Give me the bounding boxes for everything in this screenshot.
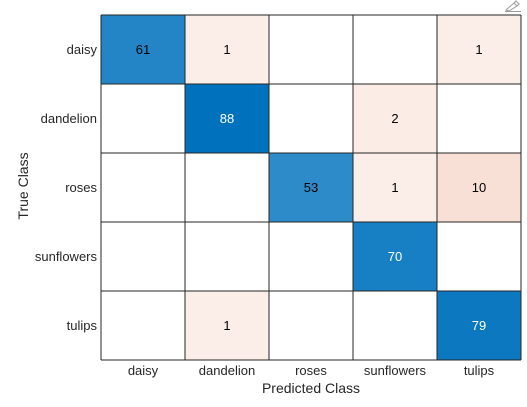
matrix-cell	[437, 291, 521, 360]
matrix-cell	[353, 222, 437, 291]
matrix-cell	[437, 84, 521, 153]
cell-value-label: 1	[223, 42, 230, 57]
cell-value-label: 2	[391, 111, 398, 126]
cell-value-label: 88	[220, 111, 234, 126]
matrix-cell	[353, 291, 437, 360]
cell-value-label: 79	[472, 318, 486, 333]
x-tick-label: dandelion	[199, 363, 255, 378]
matrix-cell	[437, 153, 521, 222]
y-tick-label: daisy	[67, 42, 98, 57]
x-tick-labels: daisy dandelion roses sunflowers tulips	[128, 363, 495, 378]
matrix-cell	[269, 15, 353, 84]
axes-toolbar-icon[interactable]	[504, 0, 522, 12]
matrix-cell	[269, 84, 353, 153]
matrix-cell	[101, 291, 185, 360]
matrix-cell	[269, 153, 353, 222]
matrix-cell	[185, 291, 269, 360]
cell-value-label: 1	[223, 318, 230, 333]
matrix-cell	[269, 222, 353, 291]
matrix-cells: 61 1 1 88 2 53 1 10 70 1 79	[101, 15, 521, 360]
y-tick-label: dandelion	[41, 111, 97, 126]
x-tick-label: sunflowers	[364, 363, 427, 378]
x-tick-label: tulips	[464, 363, 495, 378]
y-tick-label: roses	[65, 180, 97, 195]
y-tick-label: sunflowers	[35, 249, 98, 264]
y-tick-labels: daisy dandelion roses sunflowers tulips	[35, 42, 98, 333]
cell-value-label: 10	[472, 180, 486, 195]
matrix-cell	[101, 84, 185, 153]
matrix-cell	[437, 222, 521, 291]
matrix-cell	[353, 15, 437, 84]
matrix-cell	[185, 84, 269, 153]
matrix-cell	[353, 153, 437, 222]
cell-value-label: 70	[388, 249, 402, 264]
y-tick-label: tulips	[67, 318, 98, 333]
x-tick-label: roses	[295, 363, 327, 378]
matrix-cell	[185, 153, 269, 222]
matrix-cell	[185, 222, 269, 291]
matrix-cell	[101, 222, 185, 291]
cell-value-label: 53	[304, 180, 318, 195]
x-tick-label: daisy	[128, 363, 159, 378]
matrix-cell	[101, 153, 185, 222]
cell-value-label: 1	[391, 180, 398, 195]
cell-value-label: 1	[475, 42, 482, 57]
y-axis-title: True Class	[15, 152, 31, 219]
matrix-cell	[101, 15, 185, 84]
cell-value-label: 61	[136, 42, 150, 57]
matrix-cell	[437, 15, 521, 84]
matrix-cell	[353, 84, 437, 153]
matrix-cell	[185, 15, 269, 84]
matrix-grid	[100, 14, 522, 361]
matrix-cell	[269, 291, 353, 360]
x-axis-title: Predicted Class	[262, 380, 360, 396]
